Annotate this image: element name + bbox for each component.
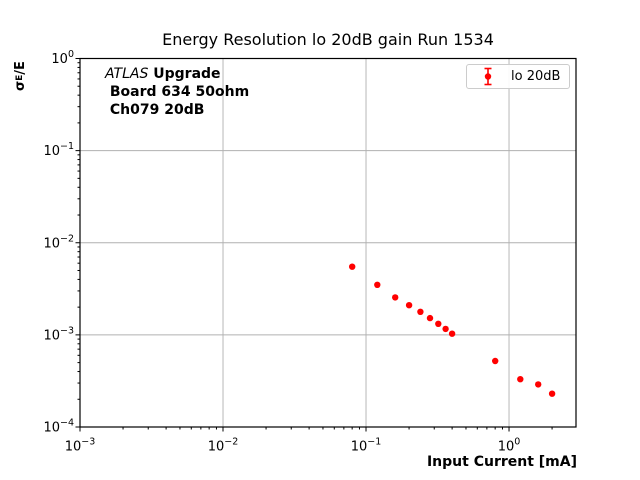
annotation-line-board: Board 634 50ohm (105, 84, 250, 100)
data-point (405, 302, 413, 309)
y-axis-label: σ E/E (11, 25, 29, 127)
annotation-line-channel: Ch079 20dB (105, 102, 205, 118)
gridlines (80, 58, 576, 427)
data-point (349, 263, 356, 270)
y-axis-label-subscript: E (15, 74, 25, 81)
y-axis-label-base: σ (12, 80, 28, 91)
tick-label: 10−1 (43, 141, 74, 159)
legend: lo 20dB (466, 64, 570, 89)
data-point (517, 376, 524, 383)
tick-label: 10−2 (208, 437, 239, 455)
data-point (417, 308, 424, 315)
tick-label: 10−2 (43, 233, 74, 251)
data-point (492, 357, 499, 365)
y-tick-labels: 100 10−1 10−2 10−3 10−4 (43, 49, 74, 436)
tick-label: 100 (51, 49, 74, 67)
legend-label: lo 20dB (511, 69, 561, 84)
data-point (448, 330, 456, 337)
data-point (426, 314, 434, 322)
tick-marks (75, 58, 553, 432)
data-point (435, 320, 442, 327)
data-point (535, 381, 542, 388)
annotation-brand: ATLAS (105, 66, 149, 82)
tick-label: 100 (498, 437, 521, 455)
x-axis-label: Input Current [mA] (426, 454, 577, 470)
x-tick-labels: 10−3 10−2 10−1 100 (65, 437, 521, 455)
chart-title: Energy Resolution lo 20dB gain Run 1534 (162, 30, 494, 49)
y-axis-label-rest: /E (12, 61, 28, 75)
data-series (349, 263, 556, 397)
data-point (548, 390, 556, 397)
annotation-brand-suffix: Upgrade (148, 66, 221, 82)
data-point (442, 325, 449, 333)
tick-label: 10−3 (43, 325, 74, 343)
data-point (374, 281, 381, 288)
annotation-block: ATLAS Upgrade Board 634 50ohm Ch079 20dB (105, 65, 249, 119)
errorbar-marker-icon (484, 67, 492, 86)
tick-label: 10−4 (43, 418, 74, 436)
tick-label: 10−3 (65, 437, 96, 455)
tick-label: 10−1 (351, 437, 382, 455)
data-point (392, 294, 399, 301)
